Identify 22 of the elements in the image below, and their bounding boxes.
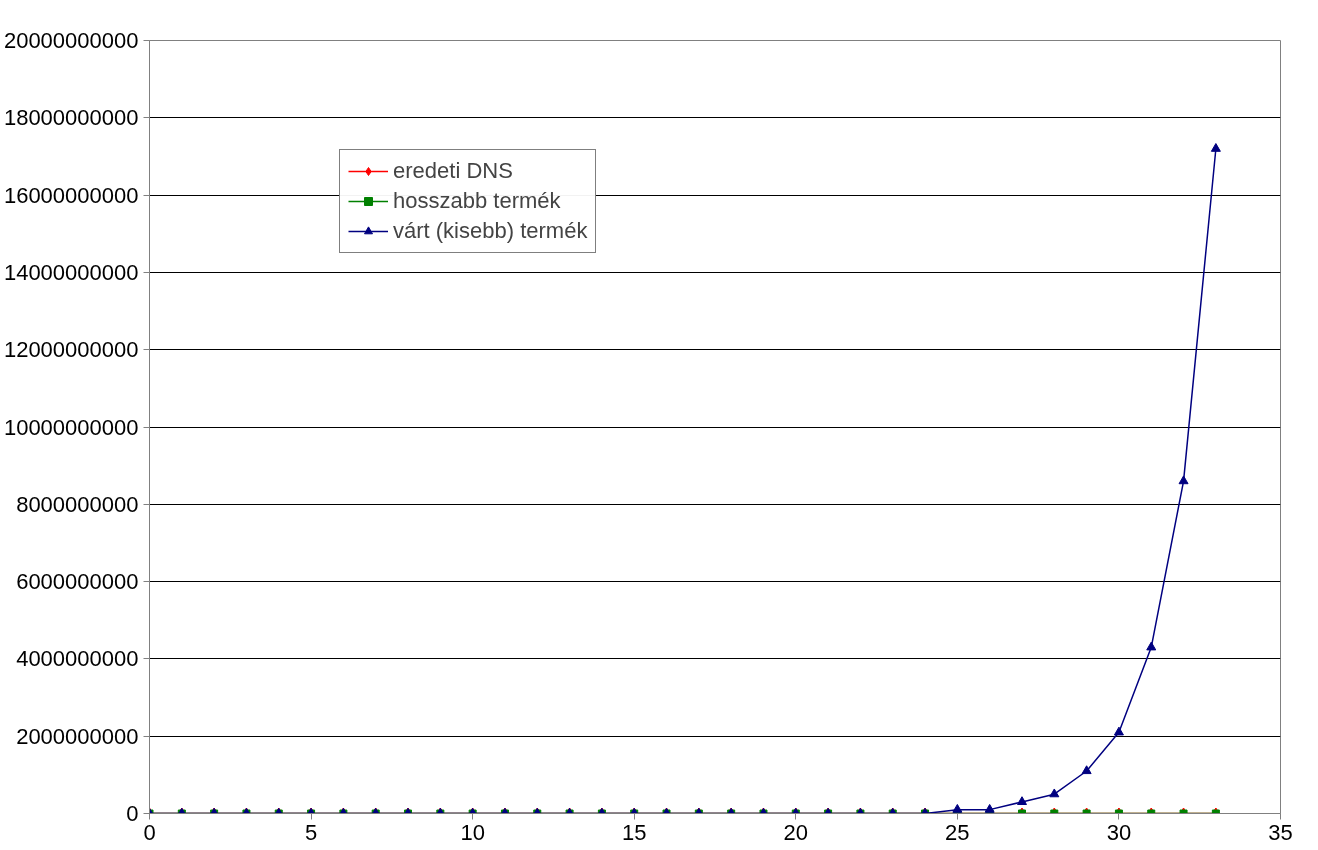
y-tick-label: 4000000000 [16,646,139,672]
y-tick-label: 6000000000 [16,569,139,595]
x-tick-label: 20 [783,819,809,845]
y-tick-label: 20000000000 [3,28,139,53]
y-tick-label: 12000000000 [3,337,139,363]
x-tick-label: 5 [304,819,318,845]
y-tick-label: 2000000000 [16,723,139,749]
x-tick-label: 25 [945,819,970,845]
x-tick-label: 30 [1106,819,1132,845]
x-tick-label: 35 [1268,819,1293,845]
x-tick-label: 15 [621,819,647,845]
y-tick-label: 8000000000 [16,491,139,517]
legend-label: eredeti DNS [393,158,513,184]
y-tick-label: 16000000000 [3,182,139,208]
legend-label: hosszabb termék [393,188,561,214]
y-tick-label: 10000000000 [3,414,139,440]
y-tick-label: 0 [126,801,139,826]
x-tick-label: 0 [143,819,156,845]
y-tick-label: 18000000000 [3,105,139,131]
x-tick-label: 10 [460,819,485,845]
legend-label: várt (kisebb) termék [393,218,588,244]
y-tick-label: 14000000000 [3,259,139,285]
